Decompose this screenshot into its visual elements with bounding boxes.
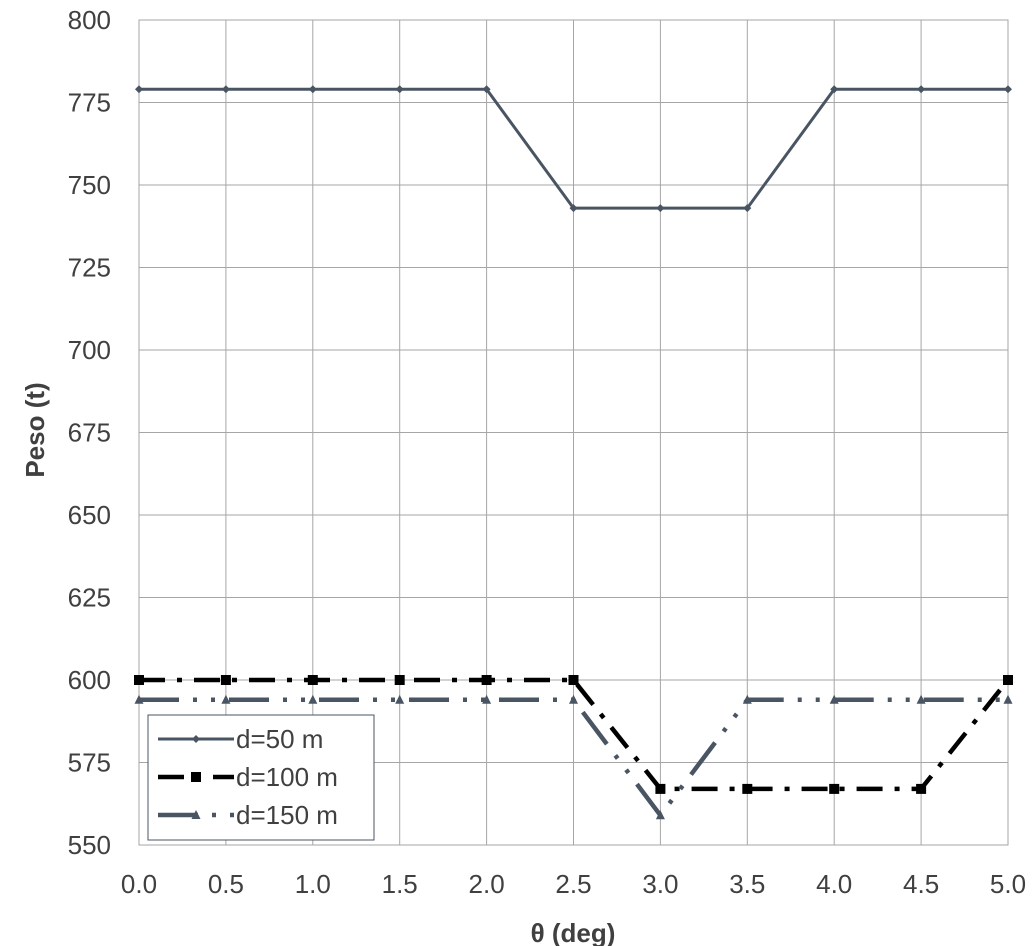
- data-point-series-1: [135, 85, 143, 94]
- x-tick-label: 0.0: [121, 869, 157, 899]
- x-tick-label: 2.0: [469, 869, 505, 899]
- data-point-series-3: [395, 694, 405, 704]
- data-point-series-1: [308, 85, 317, 94]
- x-tick-label: 4.5: [903, 869, 939, 899]
- data-point-series-1: [221, 85, 230, 94]
- data-point-series-2: [481, 675, 492, 685]
- y-tick-label: 675: [68, 418, 111, 448]
- data-point-series-2: [134, 675, 144, 685]
- data-point-series-3: [1003, 694, 1013, 704]
- data-point-series-2: [307, 675, 318, 685]
- data-point-series-3: [134, 694, 144, 704]
- x-tick-label: 0.5: [208, 869, 244, 899]
- y-tick-label: 550: [68, 830, 111, 860]
- y-tick-label: 700: [68, 335, 111, 365]
- x-tick-label: 2.5: [555, 869, 591, 899]
- data-point-series-1: [482, 85, 491, 94]
- x-axis-title: θ (deg): [531, 918, 616, 946]
- y-tick-label: 775: [68, 88, 111, 118]
- data-point-series-2: [742, 783, 753, 794]
- legend-marker-2: [191, 772, 201, 782]
- y-tick-label: 575: [68, 748, 111, 778]
- legend: d=50 m d=100 m d=150 m: [147, 714, 375, 841]
- grid: [138, 19, 1009, 846]
- data-point-series-3: [655, 810, 665, 820]
- legend-marker-1: [192, 735, 200, 743]
- data-point-series-3: [221, 694, 231, 704]
- data-point-series-1: [830, 85, 839, 94]
- data-point-series-3: [308, 694, 318, 704]
- data-point-series-2: [916, 783, 927, 794]
- y-axis-ticks: 550 575 600 625 650 675 700 725 750 775 800: [68, 5, 111, 860]
- y-axis-title: Peso (t): [20, 382, 50, 477]
- series-group: [134, 85, 1013, 820]
- data-point-series-2: [394, 675, 405, 685]
- data-point-series-1: [656, 204, 665, 213]
- x-tick-label: 1.0: [295, 869, 331, 899]
- x-tick-label: 3.5: [729, 869, 765, 899]
- y-tick-label: 650: [68, 500, 111, 530]
- data-point-series-2: [1003, 675, 1013, 685]
- data-point-series-2: [568, 675, 579, 685]
- data-point-series-1: [395, 85, 404, 94]
- data-point-series-3: [829, 694, 839, 704]
- data-point-series-3: [742, 694, 752, 704]
- x-tick-label: 5.0: [990, 869, 1026, 899]
- data-point-series-3: [916, 694, 926, 704]
- y-tick-label: 600: [68, 665, 111, 695]
- y-tick-label: 800: [68, 5, 111, 35]
- y-tick-label: 750: [68, 170, 111, 200]
- data-point-series-3: [569, 694, 578, 704]
- data-point-series-1: [1004, 85, 1012, 94]
- y-tick-label: 725: [68, 253, 111, 283]
- legend-label-2: d=100 m: [236, 762, 338, 792]
- data-point-series-1: [743, 204, 752, 213]
- y-tick-label: 625: [68, 583, 111, 613]
- x-axis-ticks: 0.0 0.5 1.0 1.5 2.0 2.5 3.0 3.5 4.0 4.5 5.0: [121, 869, 1026, 899]
- x-tick-label: 3.0: [642, 869, 678, 899]
- legend-label-3: d=150 m: [236, 800, 338, 830]
- data-point-series-2: [220, 675, 231, 685]
- legend-box: [147, 714, 375, 841]
- plot-area: [138, 19, 1009, 846]
- x-tick-label: 4.0: [816, 869, 852, 899]
- data-point-series-2: [829, 783, 840, 794]
- series-line-2: [139, 677, 1010, 792]
- data-point-series-2: [655, 783, 666, 794]
- data-point-series-1: [569, 204, 578, 213]
- data-point-series-3: [482, 694, 492, 704]
- legend-label-1: d=50 m: [236, 724, 323, 754]
- data-point-series-1: [917, 85, 926, 94]
- legend-marker-3: [191, 810, 201, 819]
- x-tick-label: 1.5: [382, 869, 418, 899]
